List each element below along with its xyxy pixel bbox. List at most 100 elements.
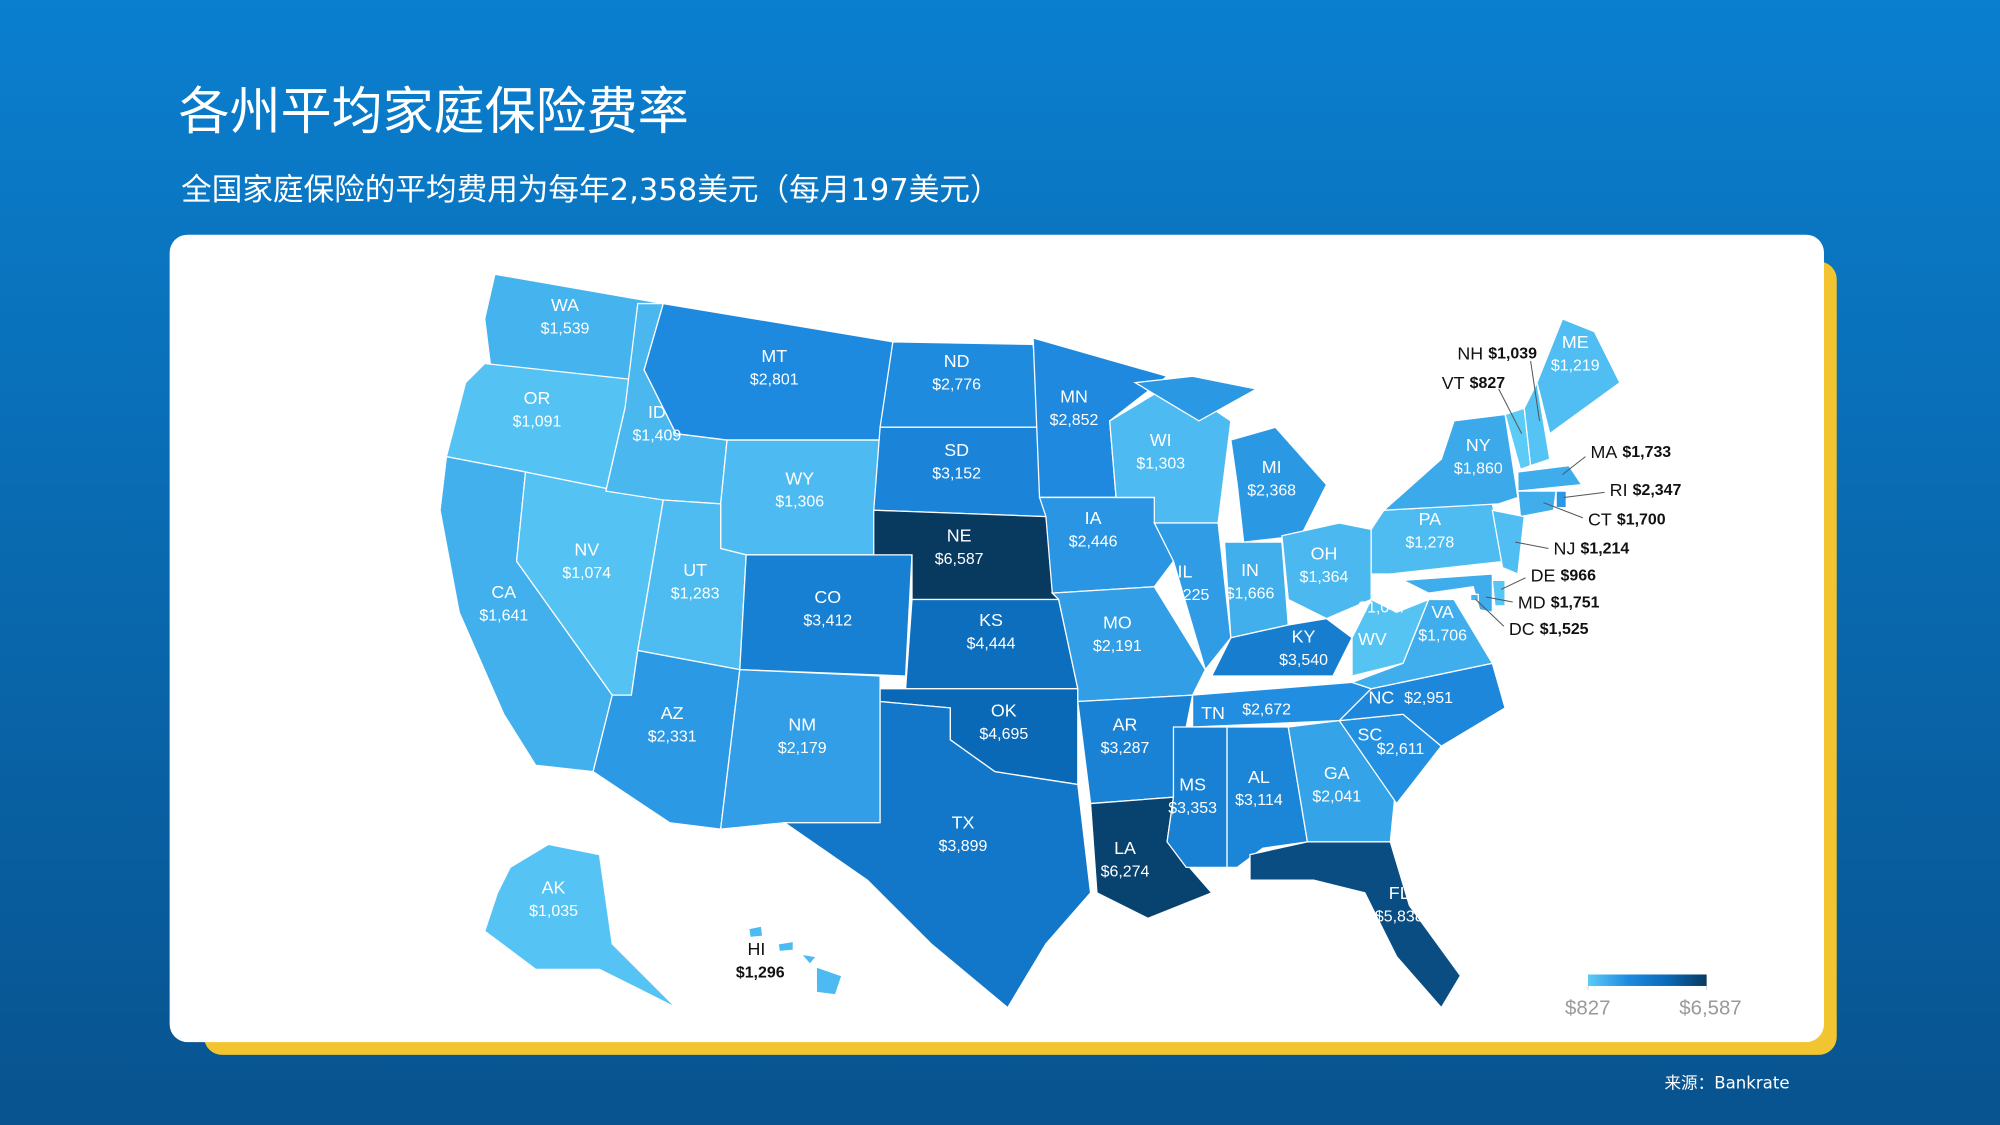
state-value: $1,751 (1551, 595, 1600, 612)
state-abbr: NM (788, 714, 816, 734)
state-abbr: KS (979, 610, 1003, 630)
state-value: $1,306 (775, 494, 824, 511)
leader-line (1515, 541, 1549, 549)
state-value: $1,035 (529, 903, 578, 920)
state-abbr: WV (1358, 629, 1387, 649)
state-value: $3,287 (1101, 740, 1150, 757)
state-label: NJ $1,214 (1554, 538, 1630, 558)
state-value: $2,672 (1242, 702, 1291, 719)
state-value: $1,091 (513, 413, 562, 430)
legend: $827 $6,587 (1565, 974, 1742, 1019)
state-abbr: OR (524, 388, 551, 408)
title: 各州平均家庭保险费率 (179, 83, 689, 142)
state-value: $966 (1561, 568, 1597, 585)
state (1555, 490, 1567, 509)
state-label: NH $1,039 (1457, 343, 1537, 363)
state-value: $6,587 (935, 551, 984, 568)
subtitle: 全国家庭保险的平均费用为每年2,358美元（每月197美元） (181, 173, 1000, 208)
state-value: $2,951 (1404, 690, 1453, 707)
state-abbr: NJ (1554, 538, 1576, 558)
state-abbr: IL (1178, 561, 1193, 581)
state (1210, 617, 1353, 677)
state-abbr: UT (683, 560, 707, 580)
state-label: DC $1,525 (1509, 619, 1589, 639)
leader-line (1530, 360, 1541, 421)
state-label: MA $1,733 (1591, 442, 1672, 462)
state (1517, 490, 1557, 518)
state-value: $2,331 (648, 728, 697, 745)
state-abbr: MO (1103, 612, 1132, 632)
state-value: $827 (1470, 375, 1506, 392)
state (1351, 598, 1430, 677)
state-value: $1,047 (1358, 600, 1407, 617)
state-abbr: TX (952, 813, 975, 833)
colorbar-label: $6,587 (1679, 997, 1741, 1019)
state-abbr: SD (944, 440, 969, 460)
state-value: $1,706 (1418, 628, 1467, 645)
state (748, 925, 764, 939)
state-value: $1,283 (671, 586, 720, 603)
state (782, 700, 1092, 1009)
state-value: $2,191 (1093, 638, 1142, 655)
state-abbr: RI (1610, 480, 1628, 500)
state-label: RI $2,347 (1610, 480, 1682, 500)
state-value: $1,296 (736, 964, 785, 981)
state-abbr: NH (1457, 343, 1483, 363)
state-abbr: AR (1113, 714, 1138, 734)
state-value: $1,278 (1405, 535, 1454, 552)
state-value: $1,074 (562, 565, 611, 582)
state-value: $1,860 (1454, 461, 1503, 478)
state-abbr: OK (991, 700, 1017, 720)
state-label: CT $1,700 (1588, 509, 1666, 529)
state (739, 554, 913, 677)
state-abbr: MD (1518, 592, 1546, 612)
state-abbr: MI (1262, 457, 1282, 477)
state-label: MD $1,751 (1518, 592, 1600, 612)
leader-line (1475, 599, 1505, 627)
state-value: $2,368 (1247, 482, 1296, 499)
state-value: $2,225 (1161, 587, 1210, 604)
state-abbr: MA (1591, 442, 1618, 462)
state-abbr: SC (1357, 725, 1382, 745)
state-value: $1,214 (1580, 541, 1629, 558)
state (1470, 593, 1479, 602)
state-value: $4,444 (967, 635, 1016, 652)
map: WA $1,539 OR $1,091 CA $1,641 NV $1,074 ID $1,409… (439, 273, 1682, 1009)
state-abbr: CT (1588, 509, 1612, 529)
state-value: $1,641 (479, 607, 528, 624)
state-abbr: NC (1368, 688, 1394, 708)
state-value: $1,733 (1622, 444, 1671, 461)
state-abbr: MN (1060, 387, 1088, 407)
state-value: $3,540 (1279, 652, 1328, 669)
state-abbr: MT (761, 346, 787, 366)
state-abbr: KY (1292, 626, 1316, 646)
state-value: $2,446 (1069, 533, 1118, 550)
state-abbr: DE (1531, 565, 1556, 585)
state-abbr: NE (947, 526, 972, 546)
state-abbr: WI (1150, 430, 1172, 450)
state-abbr: PA (1419, 509, 1442, 529)
state (483, 843, 677, 1009)
state-abbr: OH (1311, 544, 1338, 564)
state-label: VT $827 (1442, 373, 1506, 393)
state (1400, 573, 1493, 614)
state-label: DE $966 (1531, 565, 1596, 585)
leader-line (1562, 456, 1586, 475)
leader-line (1485, 596, 1513, 603)
state-value: $2,347 (1633, 482, 1682, 499)
state-value: $6,274 (1101, 864, 1150, 881)
state-abbr: AL (1248, 767, 1270, 787)
state-value: $1,039 (1488, 346, 1537, 363)
state-abbr: NY (1466, 435, 1491, 455)
state (777, 940, 795, 953)
state-abbr: IA (1085, 508, 1102, 528)
leader-line (1563, 491, 1605, 498)
state (1491, 579, 1506, 607)
leader-line (1501, 577, 1526, 590)
state-value: $3,353 (1168, 800, 1217, 817)
state-abbr: AK (542, 878, 566, 898)
state-value: $2,179 (778, 740, 827, 757)
state-value: $2,611 (1377, 741, 1425, 758)
